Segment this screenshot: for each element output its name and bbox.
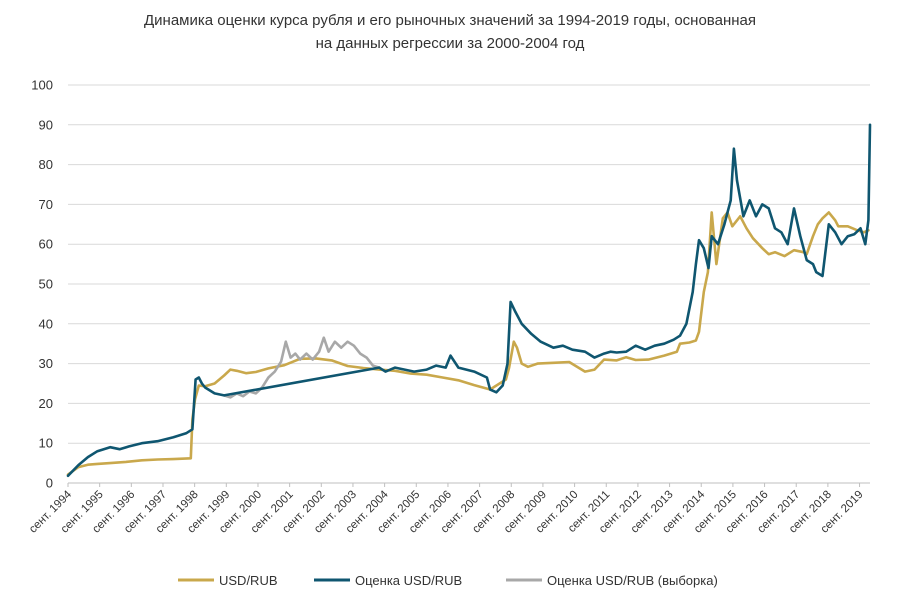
y-tick-label: 70 — [39, 197, 53, 212]
chart-title-line-1: Динамика оценки курса рубля и его рыночн… — [144, 12, 756, 29]
y-axis: 0 10 20 30 40 50 60 70 80 90 100 — [31, 78, 53, 491]
y-tick-label: 10 — [39, 436, 53, 451]
legend: USD/RUB Оценка USD/RUB Оценка USD/RUB (выб… — [178, 573, 718, 588]
y-tick-label: 20 — [39, 396, 53, 411]
y-tick-label: 30 — [39, 356, 53, 371]
series-line-2 — [222, 336, 381, 399]
series-lines — [66, 123, 872, 478]
grid — [68, 84, 870, 444]
y-tick-label: 0 — [46, 476, 53, 491]
legend-label: Оценка USD/RUB (выборка) — [547, 573, 718, 588]
y-tick-label: 80 — [39, 157, 53, 172]
y-tick-label: 60 — [39, 237, 53, 252]
y-tick-label: 90 — [39, 117, 53, 132]
series-line-1 — [66, 123, 872, 478]
chart-title-line-2: на данных регрессии за 2000-2004 год — [315, 35, 585, 52]
y-tick-label: 100 — [31, 78, 53, 93]
y-tick-label: 40 — [39, 316, 53, 331]
legend-label: Оценка USD/RUB — [355, 573, 462, 588]
series-line-0 — [66, 211, 870, 476]
y-tick-label: 50 — [39, 277, 53, 292]
legend-label: USD/RUB — [219, 573, 278, 588]
